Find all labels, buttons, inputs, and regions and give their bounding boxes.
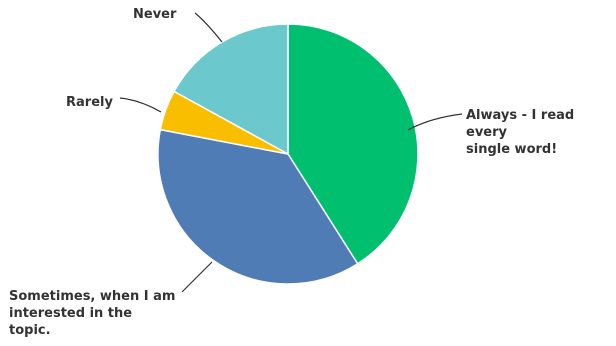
pie-slice-never [173, 23, 289, 156]
slice-label-always: Always - I read every single word! [466, 108, 575, 157]
pie-slice-sometimes [157, 128, 359, 285]
slice-label-never: Never [133, 7, 177, 22]
leader-line-sometimes [181, 261, 213, 293]
pie-slices [157, 23, 419, 285]
leader-line-rarely [119, 97, 162, 113]
leader-lines [119, 12, 463, 293]
slice-label-sometimes: Sometimes, when I am interested in the t… [9, 289, 176, 338]
leader-line-never [194, 12, 223, 43]
slice-label-rarely: Rarely [66, 95, 113, 110]
leader-line-always [407, 113, 463, 131]
